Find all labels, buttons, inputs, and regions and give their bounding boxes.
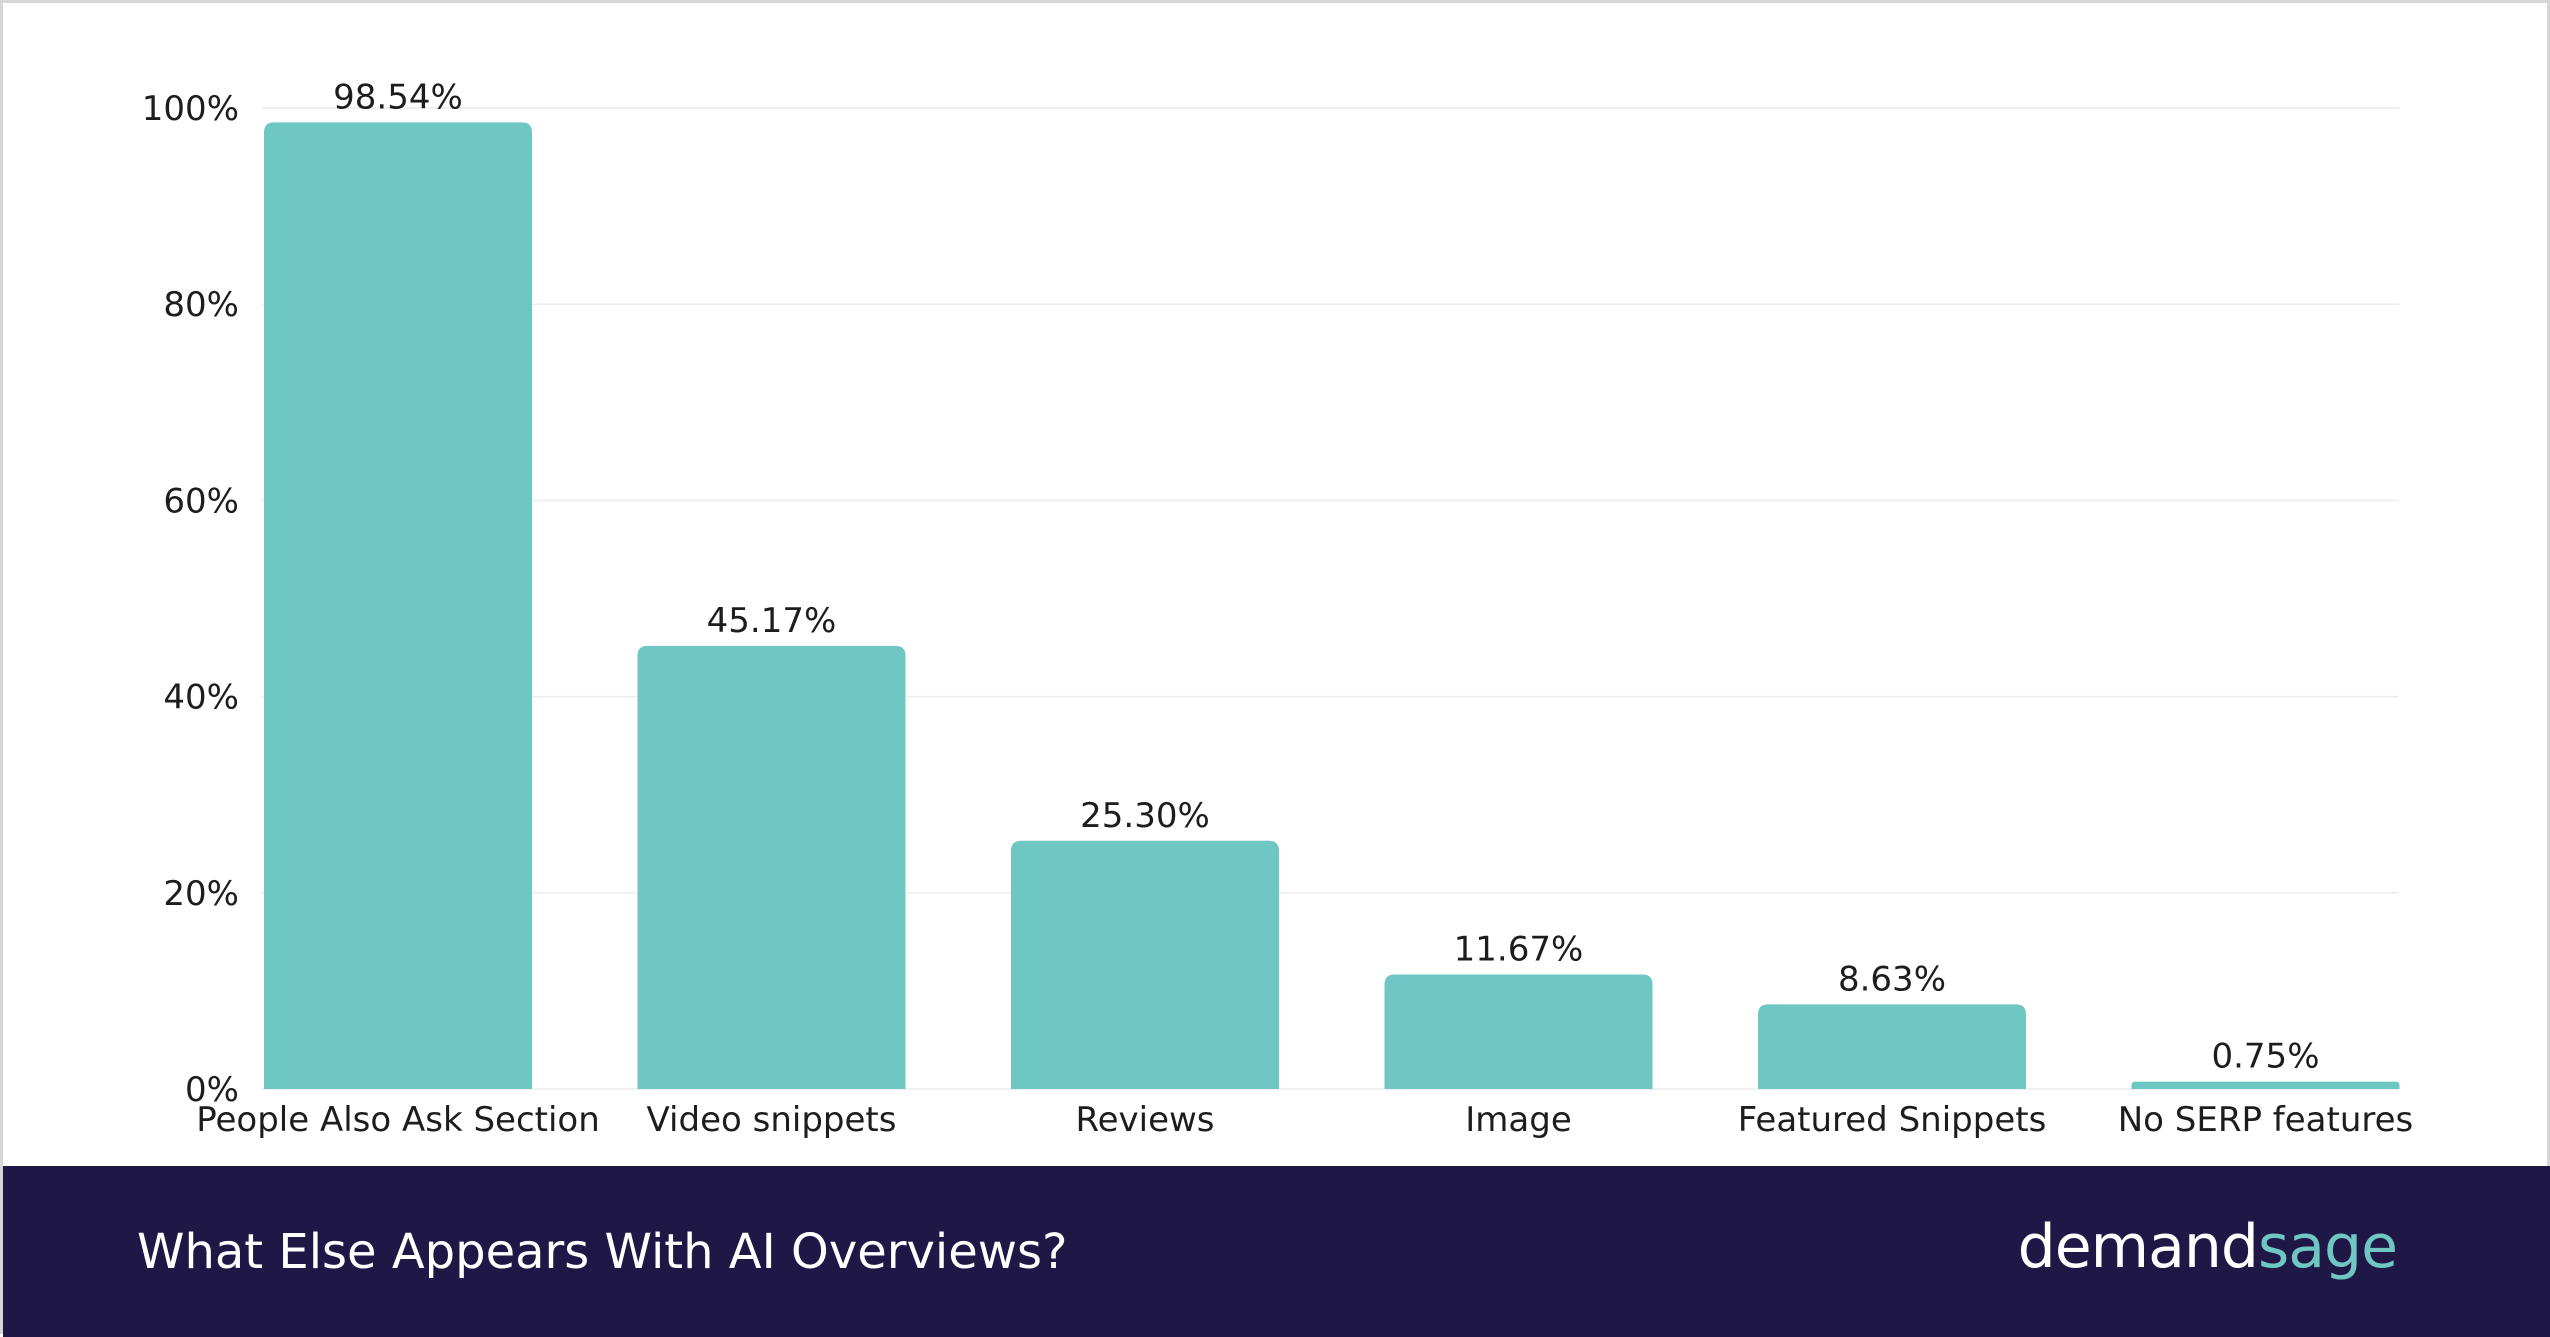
bar xyxy=(1011,840,1279,1089)
brand-logo-sage: sage xyxy=(2257,1212,2398,1282)
category-label: Image xyxy=(1465,1100,1571,1140)
category-label: Video snippets xyxy=(647,1100,897,1140)
brand-logo-demand: demand xyxy=(2017,1212,2259,1282)
y-tick-label: 100% xyxy=(142,89,239,129)
category-label: No SERP features xyxy=(2118,1100,2414,1140)
bar-value-label: 8.63% xyxy=(1838,959,1946,999)
y-tick-label: 80% xyxy=(163,285,239,325)
value-labels: 98.54% 45.17% 25.30% 11.67% 8.63% 0.75% xyxy=(333,77,2319,1076)
bar xyxy=(1758,1004,2026,1089)
bar-value-label: 25.30% xyxy=(1080,796,1210,836)
category-label: People Also Ask Section xyxy=(196,1100,600,1140)
bar xyxy=(264,122,532,1089)
chart-title: What Else Appears With AI Overviews? xyxy=(137,1224,1068,1280)
bar-value-label: 98.54% xyxy=(333,77,463,117)
y-tick-label: 20% xyxy=(163,874,239,914)
category-label: Reviews xyxy=(1075,1100,1214,1140)
y-tick-label: 60% xyxy=(163,481,239,521)
brand-logo: demandsage xyxy=(2017,1212,2398,1282)
bar-value-label: 45.17% xyxy=(707,601,837,641)
bar-value-label: 0.75% xyxy=(2211,1037,2319,1077)
footer-banner: What Else Appears With AI Overviews? dem… xyxy=(3,1166,2550,1337)
bar-chart: 0% 20% 40% 60% 80% 100% 98.54% 45.17% 25.30% 11.… xyxy=(142,77,2413,1140)
category-label: Featured Snippets xyxy=(1738,1100,2047,1140)
gridlines xyxy=(261,107,2399,1090)
y-tick-label: 40% xyxy=(163,678,239,718)
category-labels: People Also Ask Section Video snippets Rev… xyxy=(196,1100,2413,1140)
bar-value-label: 11.67% xyxy=(1454,930,1584,970)
bar xyxy=(637,645,906,1089)
bars xyxy=(264,122,2400,1089)
y-tick-label: 0% xyxy=(185,1070,239,1110)
y-axis-ticks: 0% 20% 40% 60% 80% 100% xyxy=(142,89,239,1110)
bar xyxy=(1384,974,1653,1089)
bar xyxy=(2131,1081,2400,1089)
